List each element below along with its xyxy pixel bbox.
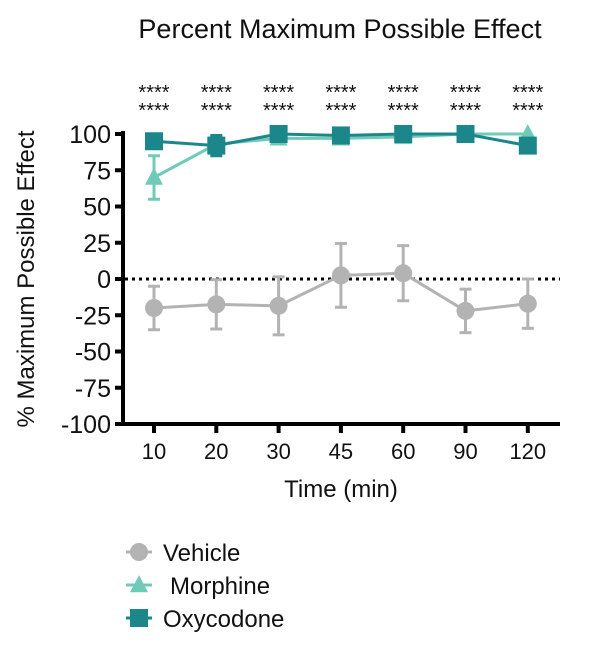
- x-tick-label: 20: [204, 439, 228, 464]
- vehicle-point: [331, 266, 350, 285]
- significance-stars: ****: [325, 100, 356, 122]
- significance-stars: ****: [263, 82, 294, 104]
- x-tick-label: 30: [266, 439, 290, 464]
- vehicle-point: [207, 295, 226, 314]
- y-tick-label: -75: [75, 375, 111, 403]
- chart-title: Percent Maximum Possible Effect: [138, 14, 542, 44]
- significance-stars: ****: [450, 100, 481, 122]
- y-tick-label: 25: [83, 230, 111, 258]
- significance-stars: ****: [512, 100, 543, 122]
- y-tick-label: 100: [69, 121, 111, 149]
- legend-vehicle-label: Vehicle: [163, 540, 240, 567]
- y-tick-label: -25: [75, 302, 111, 330]
- legend-oxycodone-label: Oxycodone: [163, 606, 284, 633]
- oxycodone-point: [145, 132, 163, 151]
- oxycodone-point: [394, 125, 413, 143]
- vehicle-point: [394, 264, 413, 283]
- x-tick-label: 10: [142, 439, 166, 464]
- significance-stars: ****: [388, 100, 419, 122]
- oxycodone-point: [331, 126, 350, 145]
- legend: Vehicle Morphine Oxycodone: [126, 540, 284, 633]
- x-tick-label: 90: [453, 439, 477, 464]
- legend-vehicle-marker: [130, 543, 148, 561]
- y-tick-label: 50: [83, 194, 111, 222]
- vehicle-point: [145, 299, 163, 317]
- oxycodone-point: [456, 125, 475, 143]
- significance-stars: ****: [388, 82, 419, 104]
- vehicle-point: [269, 296, 288, 315]
- y-tick-label: 0: [97, 266, 111, 294]
- vehicle-point: [456, 301, 475, 320]
- legend-oxycodone-marker: [130, 609, 148, 627]
- y-tick-label: -100: [61, 411, 111, 439]
- oxycodone-point: [207, 136, 226, 155]
- y-tick-label: -50: [75, 339, 111, 367]
- vehicle-point: [518, 294, 537, 313]
- significance-stars: ****: [450, 82, 481, 104]
- significance-stars: ****: [138, 82, 169, 104]
- oxycodone-point: [518, 136, 537, 155]
- oxycodone-point: [269, 125, 288, 143]
- x-tick-label: 120: [509, 439, 546, 464]
- significance-stars: ****: [201, 100, 232, 122]
- significance-stars: ****: [512, 82, 543, 104]
- y-axis-label: % Maximum Possible Effect: [13, 130, 40, 427]
- morphine-point: [145, 167, 163, 185]
- legend-morphine-marker: [130, 575, 148, 593]
- significance-stars: ****: [325, 82, 356, 104]
- legend-morphine-label: Morphine: [170, 573, 270, 600]
- significance-stars: ****: [138, 100, 169, 122]
- x-tick-label: 60: [391, 439, 415, 464]
- y-tick-label: 75: [83, 157, 111, 185]
- significance-stars: ****: [201, 82, 232, 104]
- significance-stars: ****: [263, 100, 294, 122]
- x-tick-label: 45: [329, 439, 353, 464]
- x-axis-label: Time (min): [284, 476, 398, 503]
